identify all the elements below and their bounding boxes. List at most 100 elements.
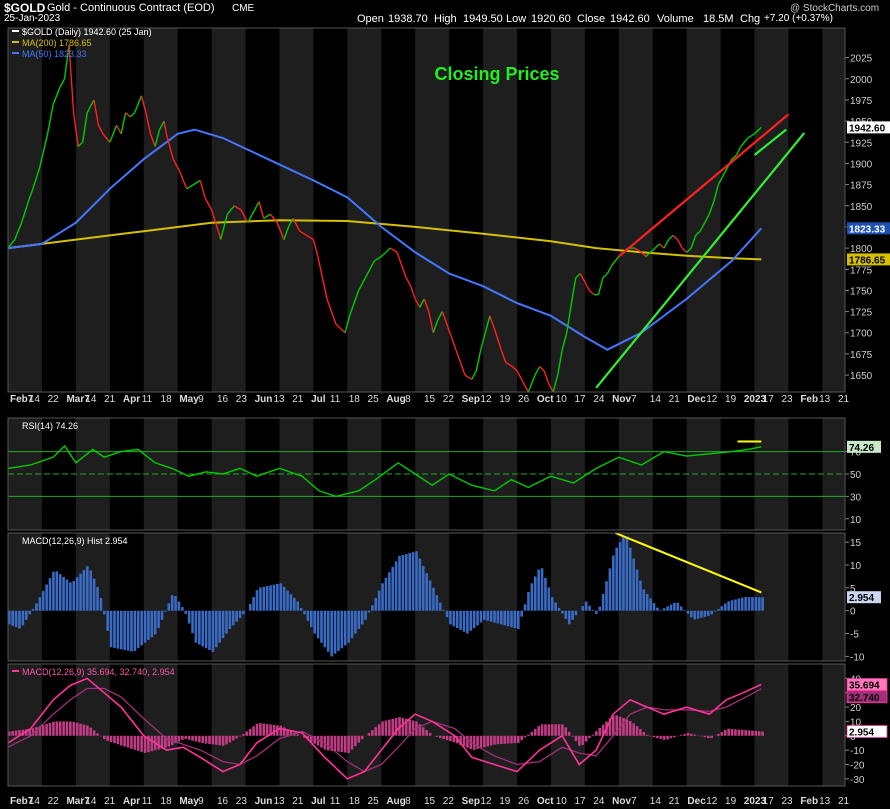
macd2-hist-bar	[45, 723, 48, 736]
x-tick-label: 21	[292, 394, 304, 405]
month-band	[550, 533, 585, 661]
x-tick-label: 10	[556, 796, 568, 807]
macd-hist-bar	[588, 605, 591, 611]
price-segment	[7, 239, 16, 249]
x-tick-label: 14	[29, 394, 41, 405]
x-tick-label: May	[179, 796, 199, 807]
macd-hist-bar	[666, 606, 669, 611]
price-segment	[179, 171, 188, 190]
price-segment	[597, 277, 604, 295]
x-tick-label: 8	[405, 796, 411, 807]
x-tick-label: 2023	[744, 394, 767, 405]
macd-hist-bar	[554, 602, 557, 611]
close-label: Close	[577, 13, 606, 25]
macd-hist-bar	[181, 607, 184, 611]
macd-hist-bar	[642, 589, 646, 611]
macd2-hist-bar	[405, 718, 408, 736]
last-value-box	[847, 222, 890, 235]
macd-hist-bar	[35, 603, 38, 611]
month-band	[686, 664, 721, 786]
macd-hist-bar	[262, 586, 266, 611]
macd-hist-bar	[540, 568, 544, 611]
macd2-hist-bar	[510, 735, 513, 744]
x-tick-label: 7	[631, 394, 637, 405]
macd-hist-bar	[286, 590, 289, 611]
macd-hist-bar	[48, 578, 52, 611]
macd-hist-bar	[276, 583, 279, 611]
macd2-hist-bar	[126, 735, 130, 748]
macd2-hist-bar	[717, 733, 720, 736]
macd-hist-bar	[581, 606, 585, 611]
legend-entry: MACD(12,26,9) 35.694, 32.740, 2.954	[22, 667, 175, 677]
macd-hist-bar	[289, 594, 293, 611]
macd2-hist-bar	[384, 720, 388, 736]
macd-hist-bar	[282, 586, 286, 611]
macd2-hist-bar	[435, 735, 439, 737]
macd2-hist-bar	[86, 725, 89, 736]
macd-hist-bar	[696, 610, 700, 619]
chg-label: Chg	[740, 13, 761, 25]
price-segment	[423, 298, 430, 312]
macd2-hist-bar	[449, 735, 452, 742]
macd-hist-bar	[516, 610, 520, 629]
price-segment	[516, 370, 523, 380]
macd-hist-bar	[11, 610, 14, 626]
macd2-hist-bar	[418, 724, 422, 736]
macd2-hist-bar	[547, 724, 551, 736]
x-tick-label: 9	[198, 394, 204, 405]
macd-hist-bar	[119, 610, 123, 650]
price-segment	[374, 255, 382, 262]
macd-hist-bar	[601, 593, 605, 611]
macd-hist-bar	[231, 610, 235, 626]
macd2-hist-bar	[296, 734, 300, 736]
price-segment	[572, 277, 577, 291]
macd-hist-bar	[164, 610, 167, 612]
price-segment	[704, 213, 710, 224]
price-segment	[283, 226, 290, 240]
x-tick-label: Nov	[612, 394, 631, 405]
macd-hist-bar	[123, 610, 126, 651]
macd-hist-bar	[574, 610, 578, 616]
month-band	[618, 28, 653, 392]
macd-hist-bar	[79, 573, 82, 611]
macd-hist-bar	[459, 610, 462, 630]
macd-hist-bar	[605, 581, 608, 611]
macd-hist-bar	[730, 600, 734, 611]
macd2-hist-bar	[330, 735, 333, 751]
macd2-hist-bar	[388, 719, 391, 736]
x-tick-label: Apr	[123, 796, 140, 807]
macd2-hist-bar	[483, 735, 486, 748]
last-value-box	[847, 591, 881, 604]
high-value: 1949.50	[463, 13, 503, 25]
macd-hist-bar	[727, 601, 730, 611]
x-tick-label: Aug	[386, 394, 405, 405]
month-band	[822, 418, 845, 530]
macd-hist-bar	[628, 547, 632, 611]
x-tick-label: 17	[575, 796, 587, 807]
y-tick-label: 1900	[850, 159, 873, 170]
month-band	[686, 28, 721, 392]
macd-hist-bar	[136, 610, 140, 649]
macd2-hist-bar	[377, 724, 381, 736]
macd-hist-bar	[649, 598, 652, 611]
open-label: Open	[357, 13, 384, 25]
x-axis-band	[0, 788, 890, 809]
macd2-hist-bar	[438, 735, 442, 738]
macd2-hist-bar	[466, 735, 469, 748]
macd-hist-bar	[296, 601, 300, 611]
macd2-hist-bar	[279, 725, 283, 736]
price-segment	[140, 95, 147, 113]
price-segment	[149, 133, 156, 147]
macd-hist-bar	[242, 610, 245, 615]
macd-hist-bar	[469, 610, 473, 631]
macd-hist-bar	[109, 610, 113, 648]
macd-hist-bar	[323, 610, 327, 648]
macd2-hist-bar	[411, 720, 415, 736]
x-tick-label: 21	[669, 796, 681, 807]
last-value-label: 74.26	[849, 443, 874, 454]
macd2-hist-bar	[214, 735, 218, 745]
macd-hist-bar	[744, 597, 747, 611]
macd2-hist-bar	[374, 727, 378, 736]
macd2-hist-bar	[262, 723, 266, 736]
